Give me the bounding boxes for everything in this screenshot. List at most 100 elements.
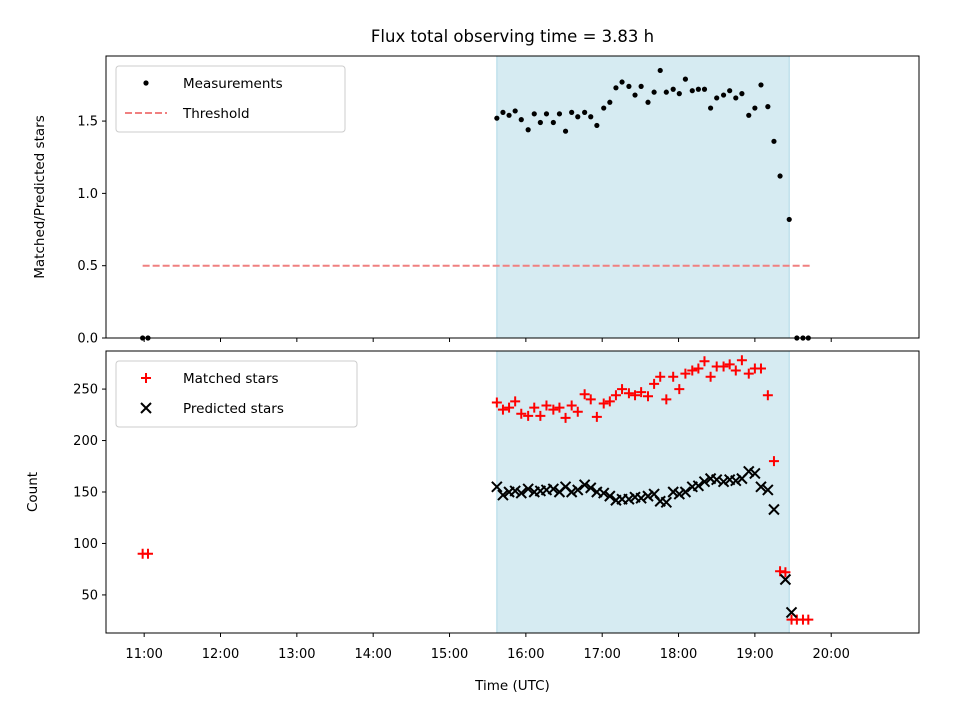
predicted-stars-point [779,573,792,586]
bottom-y-axis-label: Count [25,472,41,512]
matched-stars-point [554,402,565,413]
top-ytick-label: 0.0 [77,332,98,347]
bottom-axes-frame [105,350,920,634]
matched-stars-point [604,396,615,407]
matched-stars-point [142,548,153,559]
matched-stars-point [541,400,552,411]
matched-stars-point [718,361,729,372]
top-ytick-label: 1.0 [77,187,98,202]
measurements-point [657,67,663,74]
bottom-ytick-label: 200 [73,434,98,449]
threshold-legend-label: Threshold [182,106,250,122]
xtick-label: 12:00 [202,647,239,662]
xtick-label: 17:00 [583,647,620,662]
matched-stars-point [755,363,766,374]
bottom-ytick-label: 50 [81,588,98,603]
matched-stars-point [775,566,786,577]
bottom-ytick-label: 250 [73,383,98,398]
matched-stars-point [617,384,628,395]
matched-stars-point [523,410,534,421]
measurements-point [695,86,701,92]
xtick-label: 14:00 [354,647,391,662]
predicted-stars-point [522,483,534,495]
matched-stars-point [643,391,653,402]
measurements-point [556,111,563,117]
matched-stars-point [529,402,540,413]
matched-stars-point [674,384,685,395]
matched-stars-point [724,359,735,370]
matched-stars-point [687,365,698,376]
measurements-point [701,86,708,92]
measurements-point [613,85,619,91]
matched-stars-point [497,404,508,415]
top-axes-frame [105,55,920,339]
measurements-point [601,105,607,111]
matched-stars-point [780,567,791,578]
top-observing-window [496,55,790,339]
predicted-stars-point [730,474,742,487]
matched-stars-point [762,390,773,401]
measurements-point [670,86,676,92]
predicted-stars-point [749,467,761,480]
measurements-point [494,115,500,121]
predicted-stars-point [585,482,597,494]
measurements-point [733,95,739,101]
predicted-stars-point [491,481,503,493]
matched-stars-point [535,410,546,421]
predicted-stars-point [509,485,521,497]
predicted-stars-point [565,486,578,498]
predicted-stars-point [755,481,767,493]
predicted-stars-point [667,486,679,498]
predicted-stars-point [673,488,686,500]
measurements-point [651,89,657,95]
measurements-point [582,109,588,115]
measurements-point [626,83,632,89]
matched-stars-point [591,411,602,422]
measurements-point [588,114,594,120]
matched-stars-point [585,394,596,405]
measurements-point [632,92,638,98]
xtick-label: 11:00 [125,647,162,662]
matched-stars-point [693,363,704,374]
xtick-label: 13:00 [278,647,315,662]
measurements-point [607,99,613,105]
predicted-stars-point [692,480,705,492]
predicted-stars-point [768,503,780,516]
measurements-point [594,122,600,129]
x-axis-label: Time (UTC) [474,678,550,694]
xtick-label: 15:00 [431,647,468,662]
measurements-point [518,117,524,123]
matched-stars-point [516,408,527,419]
xtick-label: 18:00 [660,647,697,662]
matched-stars-legend-label: Matched stars [183,371,279,387]
matched-stars-point [668,371,679,382]
matched-stars-point [623,388,634,399]
top-y-axis-label: Matched/Predicted stars [32,115,48,278]
matched-stars-point [699,356,710,367]
predicted-stars-point [679,486,692,498]
measurements-point [682,76,689,82]
measurements-point [663,89,669,95]
matched-stars-point [743,368,754,379]
measurements-point [771,138,777,144]
predicted-stars-point [604,490,616,502]
xtick-label: 16:00 [507,647,544,662]
measurements-point [777,173,783,179]
bottom-ytick-label: 100 [73,537,98,552]
matched-stars-point [736,355,747,366]
measurements-legend-marker [143,80,149,86]
matched-stars-point [730,365,741,376]
predicted-stars-point [785,606,798,619]
measurements-point [707,105,714,111]
top-ytick-label: 1.5 [77,115,98,130]
measurements-point [531,111,537,117]
matched-stars-point [510,396,521,407]
measurements-point [562,128,569,134]
measurements-point [543,111,550,117]
predicted-stars-point [698,476,711,488]
measurements-point [512,108,518,114]
matched-stars-point [803,614,814,625]
matched-stars-legend-marker [141,373,151,383]
matched-stars-point [504,402,515,413]
